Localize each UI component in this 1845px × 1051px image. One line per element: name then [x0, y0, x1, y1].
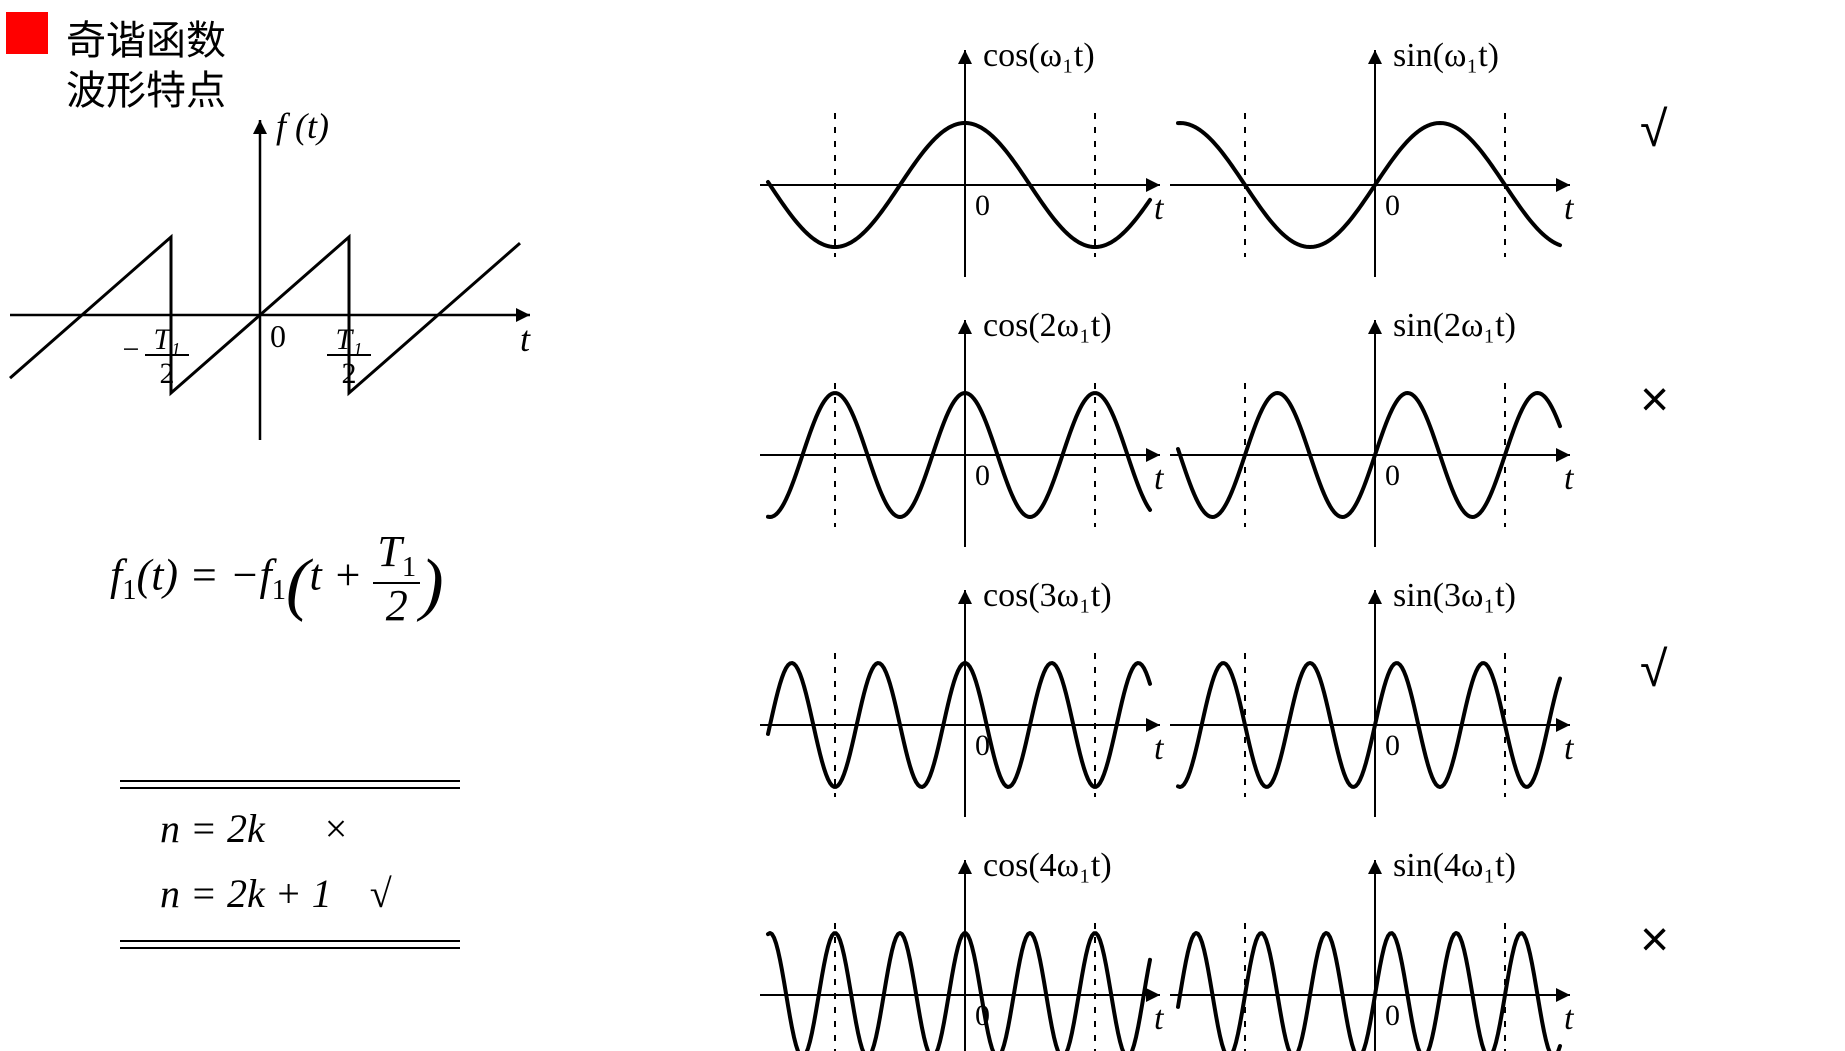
rule-line-top: [120, 780, 460, 782]
svg-text:t: t: [1564, 730, 1575, 767]
svg-text:t: t: [1564, 190, 1575, 227]
svg-text:cos(4ω₁t): cos(4ω₁t): [983, 847, 1112, 884]
bullet-icon: [6, 12, 48, 54]
row-mark-0: √: [1640, 100, 1667, 158]
svg-text:−: −: [123, 333, 140, 366]
mini-plot-r1c0: 0tcos(2ω₁t): [740, 300, 1170, 550]
mini-plot-r0c0: 0tcos(ω₁t): [740, 30, 1170, 280]
rule-odd-lhs: n = 2k + 1: [160, 871, 332, 916]
svg-text:t: t: [1564, 1000, 1575, 1037]
svg-text:0: 0: [975, 189, 990, 222]
svg-text:0: 0: [975, 459, 990, 492]
svg-text:cos(3ω₁t): cos(3ω₁t): [983, 577, 1112, 614]
rule-odd-mark: √: [370, 871, 392, 916]
svg-text:0: 0: [1385, 459, 1400, 492]
svg-text:0: 0: [270, 318, 286, 354]
mini-plot-r3c0: 0tcos(4ω₁t): [740, 840, 1170, 1051]
rule-row-even: n = 2k ×: [160, 805, 347, 852]
row-mark-2: √: [1640, 640, 1667, 698]
main-plot: f (t)t0T₁2−T₁2: [0, 110, 560, 470]
mini-plot-r1c1: 0 t sin(2ω₁t): [1150, 300, 1580, 550]
rule-even-mark: ×: [325, 806, 348, 851]
svg-text:f (t): f (t): [276, 106, 329, 146]
svg-text:t: t: [1564, 460, 1575, 497]
svg-text:0: 0: [1385, 729, 1400, 762]
svg-text:sin(4ω₁t): sin(4ω₁t): [1393, 847, 1516, 884]
svg-text:T₁: T₁: [153, 323, 180, 356]
rule-even-lhs: n = 2k: [160, 806, 265, 851]
mini-plot-r2c1: 0 t sin(3ω₁t): [1150, 570, 1580, 820]
row-mark-3: ×: [1640, 910, 1669, 968]
svg-text:0: 0: [1385, 999, 1400, 1032]
svg-text:t: t: [520, 319, 531, 359]
svg-text:cos(ω₁t): cos(ω₁t): [983, 37, 1095, 74]
rule-line-bottom: [120, 940, 460, 942]
svg-text:0: 0: [1385, 189, 1400, 222]
rule-row-odd: n = 2k + 1 √: [160, 870, 392, 917]
svg-text:sin(ω₁t): sin(ω₁t): [1393, 37, 1499, 74]
half-period-symmetry-formula: f1(t) = −f1(t + T12): [110, 530, 444, 628]
svg-text:sin(3ω₁t): sin(3ω₁t): [1393, 577, 1516, 614]
row-mark-1: ×: [1640, 370, 1669, 428]
mini-plot-r0c1: 0 t sin(ω₁t): [1150, 30, 1580, 280]
mini-plot-r3c1: 0 t sin(4ω₁t): [1150, 840, 1580, 1051]
mini-plot-r2c0: 0tcos(3ω₁t): [740, 570, 1170, 820]
svg-text:cos(2ω₁t): cos(2ω₁t): [983, 307, 1112, 344]
title-line-2: 波形特点: [66, 58, 226, 116]
svg-text:sin(2ω₁t): sin(2ω₁t): [1393, 307, 1516, 344]
